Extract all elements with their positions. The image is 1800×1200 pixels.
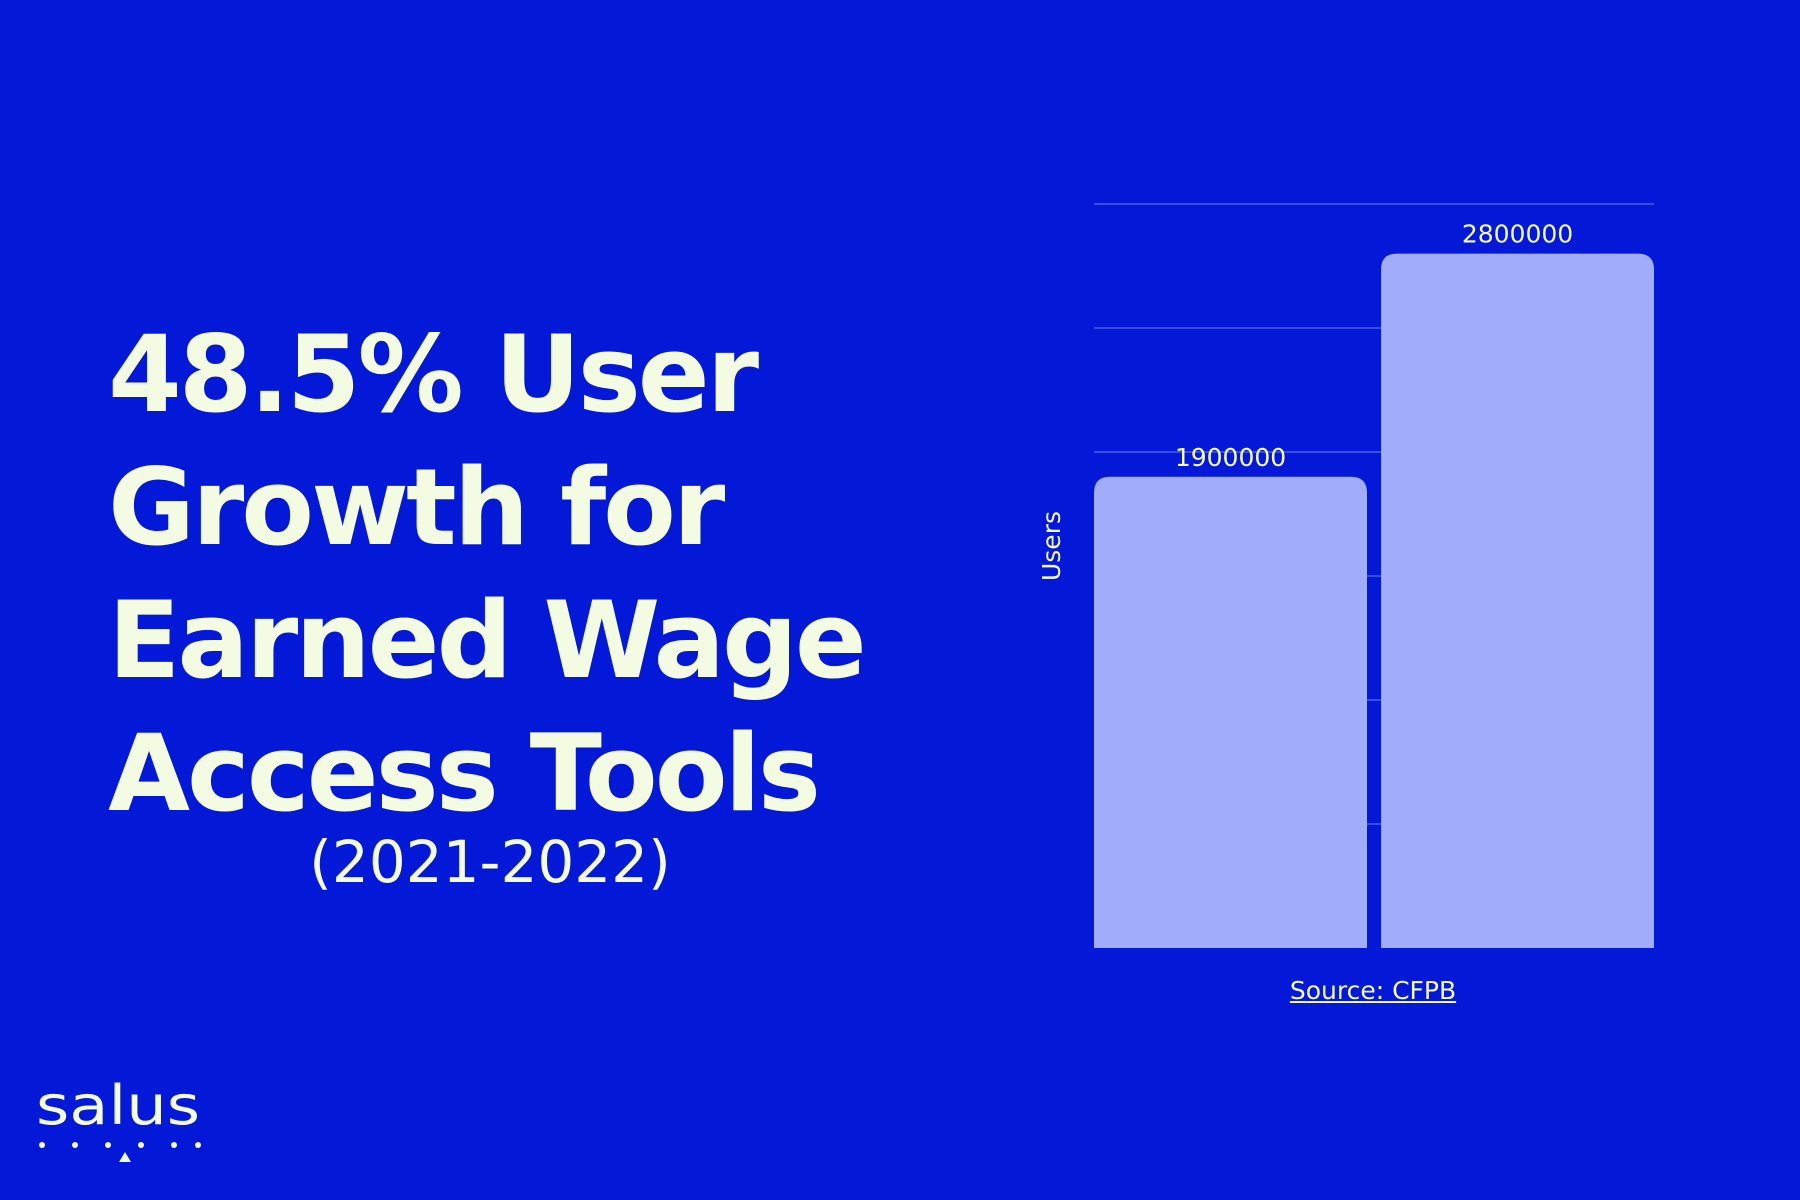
bar-1 — [1094, 476, 1367, 948]
date-range-subtitle: (2021-2022) — [309, 828, 671, 896]
chart-data-labels: 1900000 2800000 — [1175, 220, 1573, 472]
bar-2 — [1381, 253, 1654, 949]
bar-value-label-2: 2800000 — [1462, 220, 1573, 249]
headline-line-2: Growth for — [108, 446, 725, 569]
chart-bars — [1094, 253, 1654, 949]
salus-dots-logo-icon — [39, 1142, 201, 1162]
logo-wordmark: salus — [36, 1074, 200, 1137]
bar-value-label-1: 1900000 — [1175, 443, 1286, 472]
user-growth-bar-chart: 1900000 2800000 Users — [1037, 203, 1654, 949]
headline-line-1: 48.5% User — [108, 313, 759, 436]
salus-logo: salus — [36, 1074, 201, 1162]
headline-line-4: Access Tools — [108, 712, 821, 835]
y-axis-label: Users — [1037, 511, 1066, 581]
headline-line-3: Earned Wage — [108, 579, 867, 702]
headline: 48.5% User Growth for Earned Wage Access… — [108, 308, 928, 840]
source-link[interactable]: Source: CFPB — [1289, 976, 1457, 1005]
